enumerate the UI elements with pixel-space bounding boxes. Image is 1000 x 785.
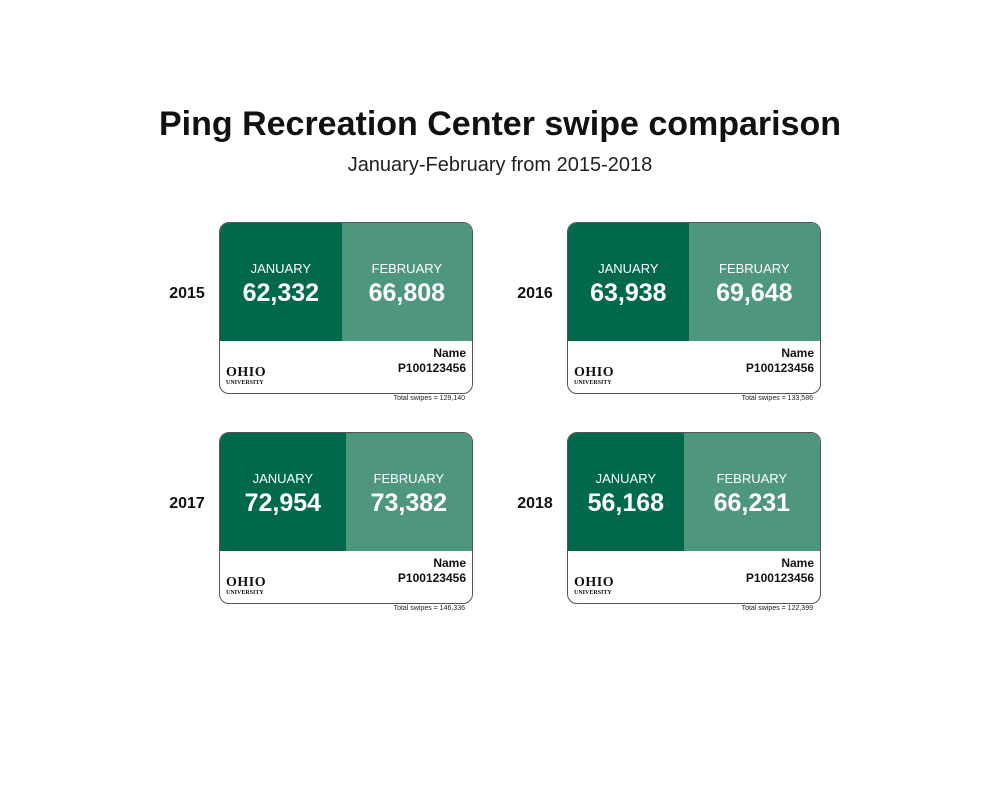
logo-university: UNIVERSITY (574, 380, 612, 386)
card-id: P100123456 (397, 571, 466, 585)
month-value: 66,231 (713, 489, 791, 517)
month-segment: JANUARY 63,938 (568, 223, 689, 341)
logo-university: UNIVERSITY (226, 380, 264, 386)
card-id: P100123456 (745, 361, 814, 375)
total-swipes: Total swipes = 122,399 (741, 605, 813, 612)
year-label: 2018 (517, 495, 553, 512)
month-value: 73,382 (370, 489, 448, 517)
title: Ping Recreation Center swipe comparison (158, 105, 842, 143)
logo-ohio: OHIO (226, 365, 267, 380)
month-segment: FEBRUARY 73,382 (345, 433, 472, 551)
year-label: 2015 (169, 285, 205, 302)
card-id: P100123456 (745, 571, 814, 585)
month-label: FEBRUARY (716, 471, 788, 486)
month-label: FEBRUARY (719, 261, 790, 276)
month-label: JANUARY (252, 471, 314, 486)
card-id: P100123456 (397, 361, 466, 375)
logo-ohio: OHIO (574, 575, 615, 590)
month-segment: JANUARY 72,954 (220, 433, 346, 551)
month-segment: FEBRUARY 66,231 (683, 433, 820, 551)
logo-university: UNIVERSITY (226, 590, 264, 596)
month-segment: FEBRUARY 66,808 (341, 223, 472, 341)
month-label: JANUARY (250, 261, 312, 276)
subtitle: January-February from 2015-2018 (347, 154, 653, 176)
id-card: JANUARY 56,168 FEBRUARY 66,231 Name P10012345… (567, 432, 821, 604)
month-value: 72,954 (244, 489, 322, 517)
year-label: 2016 (517, 285, 553, 302)
total-swipes: Total swipes = 146,336 (393, 605, 465, 612)
month-label: JANUARY (595, 471, 657, 486)
month-label: JANUARY (598, 261, 659, 276)
id-card: JANUARY 72,954 FEBRUARY 73,382 Name P10012345… (219, 432, 473, 604)
id-card: JANUARY 63,938 FEBRUARY 69,648 Name P10012345… (567, 222, 821, 394)
year-label: 2017 (169, 495, 205, 512)
month-value: 66,808 (368, 279, 446, 307)
month-value: 69,648 (716, 279, 793, 307)
month-segment: FEBRUARY 69,648 (688, 223, 820, 341)
logo-ohio: OHIO (574, 365, 615, 380)
month-segment: JANUARY 56,168 (568, 433, 684, 551)
id-card: JANUARY 62,332 FEBRUARY 66,808 Name P10012345… (219, 222, 473, 394)
month-value: 62,332 (242, 279, 320, 307)
card-name: Name (781, 346, 814, 360)
card-name: Name (433, 556, 466, 570)
card-name: Name (433, 346, 466, 360)
logo-ohio: OHIO (226, 575, 267, 590)
card-name: Name (781, 556, 814, 570)
month-label: FEBRUARY (373, 471, 445, 486)
month-label: FEBRUARY (371, 261, 443, 276)
month-value: 56,168 (587, 489, 665, 517)
total-swipes: Total swipes = 133,586 (741, 395, 813, 402)
month-segment: JANUARY 62,332 (220, 223, 342, 341)
logo-university: UNIVERSITY (574, 590, 612, 596)
month-value: 63,938 (590, 279, 667, 307)
total-swipes: Total swipes = 129,140 (393, 395, 465, 402)
